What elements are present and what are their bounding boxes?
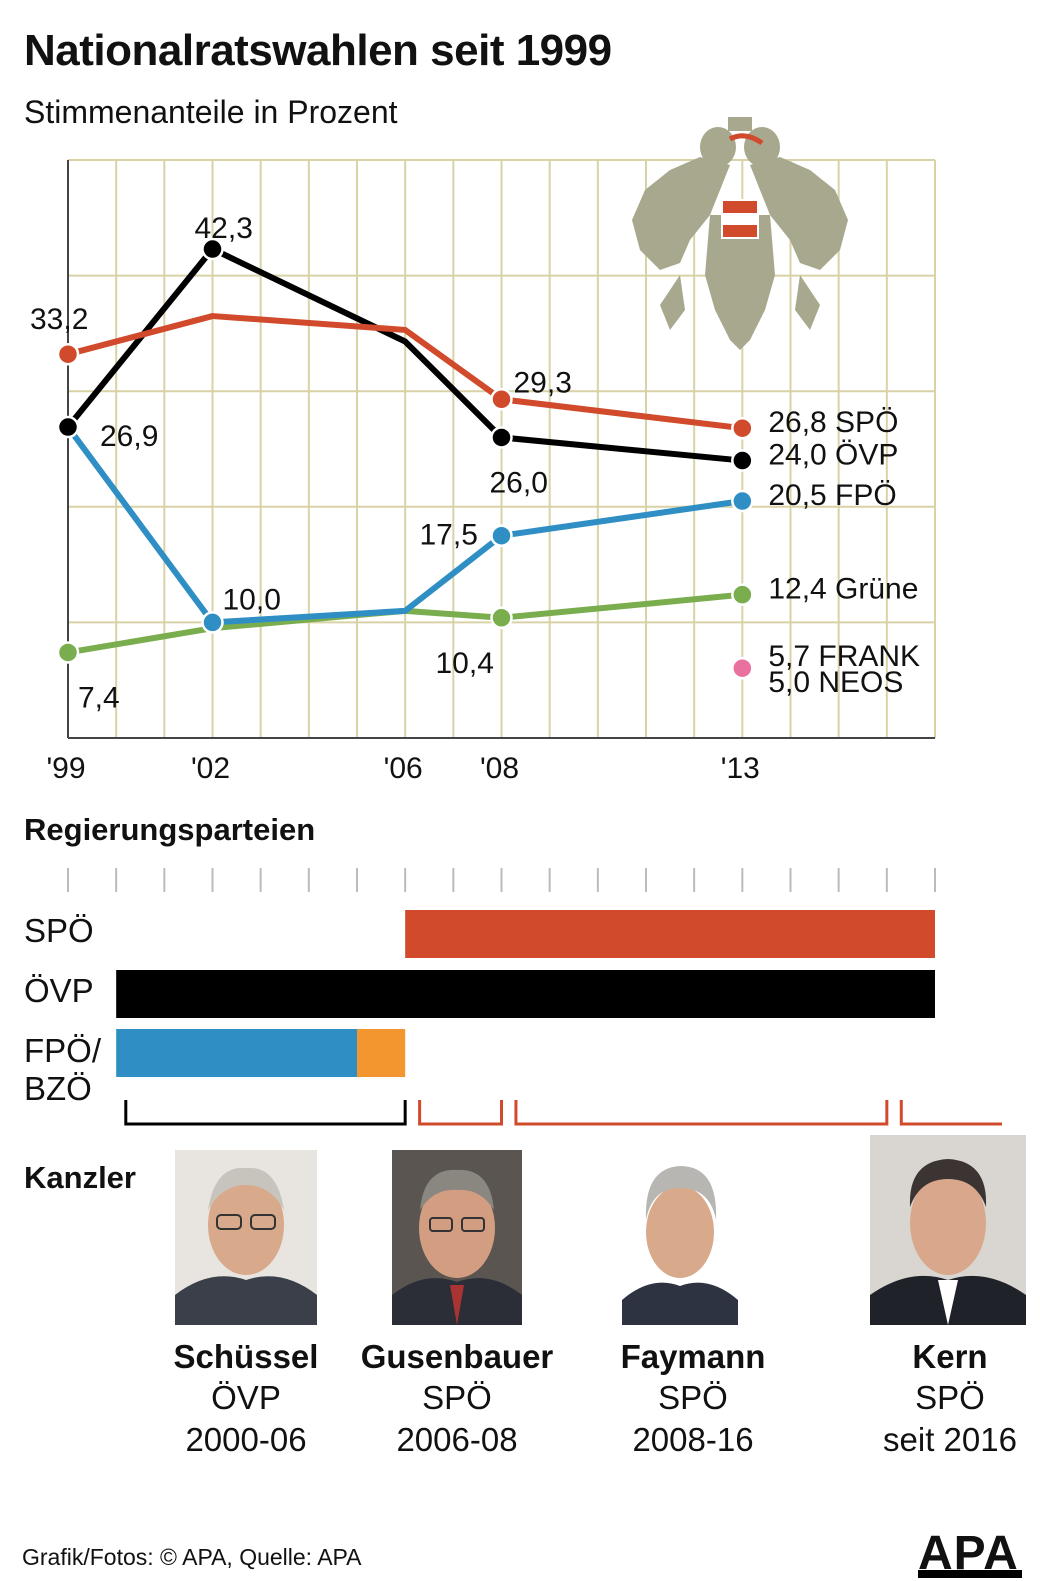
chancellor-name: Gusenbauer: [360, 1338, 554, 1375]
series-line-spö: [67, 313, 743, 432]
x-tick-label: '02: [191, 752, 230, 785]
data-point: [490, 606, 513, 630]
series-line-fpö: [65, 425, 743, 626]
portrait-gusenbauer: [392, 1150, 522, 1325]
x-tick-label: '99: [46, 752, 85, 785]
page-title: Nationalratswahlen seit 1999: [24, 26, 612, 75]
data-label: 26,0: [490, 466, 548, 499]
gov-bar-fpö: [116, 1029, 358, 1077]
bar-label-bzo: BZÖ: [24, 1070, 92, 1107]
chancellor-name: Kern: [912, 1338, 988, 1375]
chancellor-period: 2008-16: [632, 1420, 754, 1458]
subtitle: Stimmenanteile in Prozent: [24, 94, 398, 130]
chancellor-party: SPÖ: [915, 1379, 985, 1417]
data-point: [201, 237, 224, 261]
portrait-faymann: [622, 1150, 738, 1325]
data-point: [56, 415, 80, 439]
data-label: 10,0: [223, 583, 281, 616]
chancellor-period: 2006-08: [396, 1420, 518, 1458]
data-point-neos: [731, 656, 754, 680]
chancellor-term-bracket: [899, 1100, 1002, 1126]
series-line-övp: [65, 246, 743, 464]
gov-bar-spö: [405, 910, 936, 958]
section-title-chancellors: Kanzler: [24, 1160, 136, 1195]
source-footer: Grafik/Fotos: © APA, Quelle: APA: [22, 1544, 362, 1570]
data-point: [201, 611, 224, 634]
data-point: [490, 524, 513, 547]
portrait-schuessel: [175, 1150, 317, 1325]
data-label: 12,4 Grüne: [768, 573, 918, 606]
chancellor-term-bracket: [124, 1100, 407, 1126]
data-point: [490, 388, 513, 411]
chancellor-party: ÖVP: [211, 1379, 281, 1417]
apa-logo-bar: [918, 1570, 1022, 1578]
data-label: 10,4: [436, 647, 494, 680]
data-point: [490, 426, 513, 449]
bar-label-spo: SPÖ: [24, 912, 94, 949]
chancellor-period: 2000-06: [185, 1420, 307, 1458]
chart-series: 33,2 29,3 26,8 SPÖ 26,9 42,3 26,0 24,0 ÖVP 10,0…: [30, 212, 920, 714]
gov-bar-övp: [116, 970, 935, 1018]
x-tick-label: '06: [384, 752, 423, 785]
data-point: [56, 342, 80, 366]
chancellor-name: Schüssel: [173, 1338, 319, 1375]
data-label: 26,8 SPÖ: [768, 406, 898, 439]
coat-of-arms-eagle: [632, 117, 848, 350]
bar-label-ovp: ÖVP: [24, 972, 94, 1009]
x-axis-ticks: '99 '02 '06 '08 '13: [46, 752, 759, 785]
data-label: 20,5 FPÖ: [768, 479, 896, 512]
chancellor-party: SPÖ: [658, 1379, 728, 1417]
chancellor-name: Faymann: [620, 1338, 766, 1375]
data-label: 5,0 NEOS: [768, 666, 903, 699]
data-label: 29,3: [514, 366, 572, 399]
data-label: 26,9: [100, 420, 158, 453]
section-title-government: Regierungsparteien: [24, 812, 316, 847]
data-point: [731, 449, 754, 472]
chancellor-kern: Kern SPÖ seit 2016: [830, 1336, 1040, 1460]
data-point: [731, 489, 754, 513]
government-bars: [67, 868, 1002, 1126]
data-label: 42,3: [195, 212, 253, 245]
data-point: [56, 641, 80, 664]
chancellor-term-bracket: [418, 1100, 503, 1126]
x-tick-label: '08: [480, 752, 519, 785]
data-point: [731, 416, 754, 440]
chancellor-gusenbauer: Gusenbauer SPÖ 2006-08: [337, 1336, 577, 1460]
data-label: 33,2: [30, 303, 88, 336]
data-point: [731, 583, 754, 606]
data-label: 17,5: [420, 519, 478, 552]
data-label: 5,7 FRANK: [768, 640, 920, 673]
chancellor-schuessel: Schüssel ÖVP 2000-06: [126, 1336, 366, 1460]
x-tick-label: '13: [721, 752, 760, 785]
chancellor-period: seit 2016: [883, 1420, 1017, 1458]
data-label: 24,0 ÖVP: [768, 439, 898, 472]
bar-label-fpo: FPÖ/: [24, 1032, 102, 1069]
chancellor-faymann: Faymann SPÖ 2008-16: [573, 1336, 813, 1460]
chancellor-term-bracket: [514, 1100, 889, 1126]
chancellor-party: SPÖ: [422, 1379, 492, 1417]
portrait-kern: [870, 1135, 1026, 1325]
gov-bar-bzö: [357, 1029, 406, 1077]
data-label: 7,4: [78, 681, 120, 714]
